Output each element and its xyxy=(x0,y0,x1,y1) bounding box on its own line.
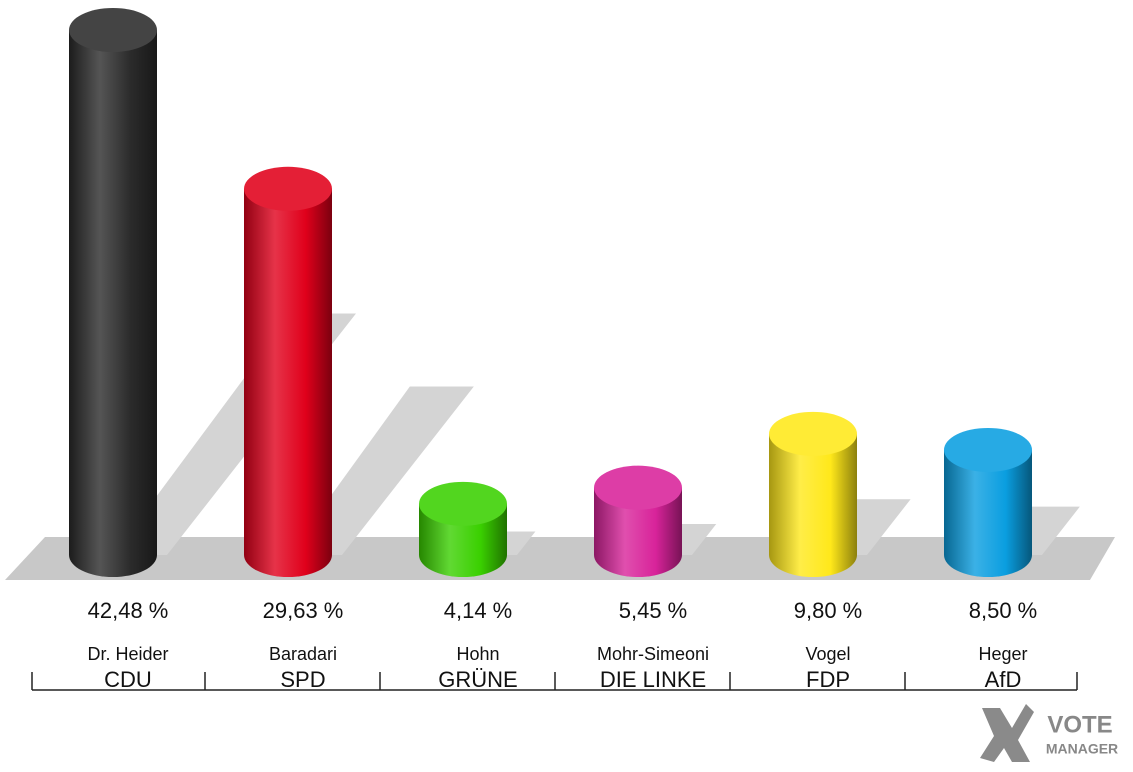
bar-top xyxy=(244,166,332,211)
logo: VOTE MANAGER xyxy=(980,704,1118,762)
bar-top xyxy=(594,465,682,510)
candidate-label: Hohn xyxy=(456,644,499,664)
bar xyxy=(769,433,857,577)
value-label: 42,48 % xyxy=(88,598,169,623)
bar-top xyxy=(769,411,857,456)
bar xyxy=(594,487,682,577)
party-label: CDU xyxy=(104,667,152,692)
party-label: AfD xyxy=(985,667,1022,692)
bar xyxy=(944,449,1032,577)
labels: 42,48 % Dr. Heider CDU 29,63 % Baradari SPD 4,… xyxy=(87,598,1037,692)
bars xyxy=(69,8,1032,577)
bar xyxy=(244,188,332,577)
bar-top xyxy=(69,8,157,52)
value-label: 29,63 % xyxy=(263,598,344,623)
candidate-label: Heger xyxy=(978,644,1027,664)
bar-shadow xyxy=(288,386,474,555)
party-label: GRÜNE xyxy=(438,667,517,692)
party-label: FDP xyxy=(806,667,850,692)
party-label: DIE LINKE xyxy=(600,667,706,692)
value-label: 5,45 % xyxy=(619,598,688,623)
bar-top xyxy=(944,427,1032,472)
logo-subtext: MANAGER xyxy=(1046,741,1118,757)
logo-text: VOTE xyxy=(1047,711,1112,738)
logo-mark xyxy=(980,704,1034,762)
value-label: 8,50 % xyxy=(969,598,1038,623)
candidate-label: Vogel xyxy=(805,644,850,664)
value-label: 9,80 % xyxy=(794,598,863,623)
candidate-label: Dr. Heider xyxy=(87,644,168,664)
bar xyxy=(69,30,157,577)
category-brackets xyxy=(31,672,1078,691)
value-label: 4,14 % xyxy=(444,598,513,623)
party-label: SPD xyxy=(280,667,325,692)
candidate-label: Mohr-Simeoni xyxy=(597,644,709,664)
candidate-label: Baradari xyxy=(269,644,337,664)
bar-top xyxy=(419,481,507,526)
